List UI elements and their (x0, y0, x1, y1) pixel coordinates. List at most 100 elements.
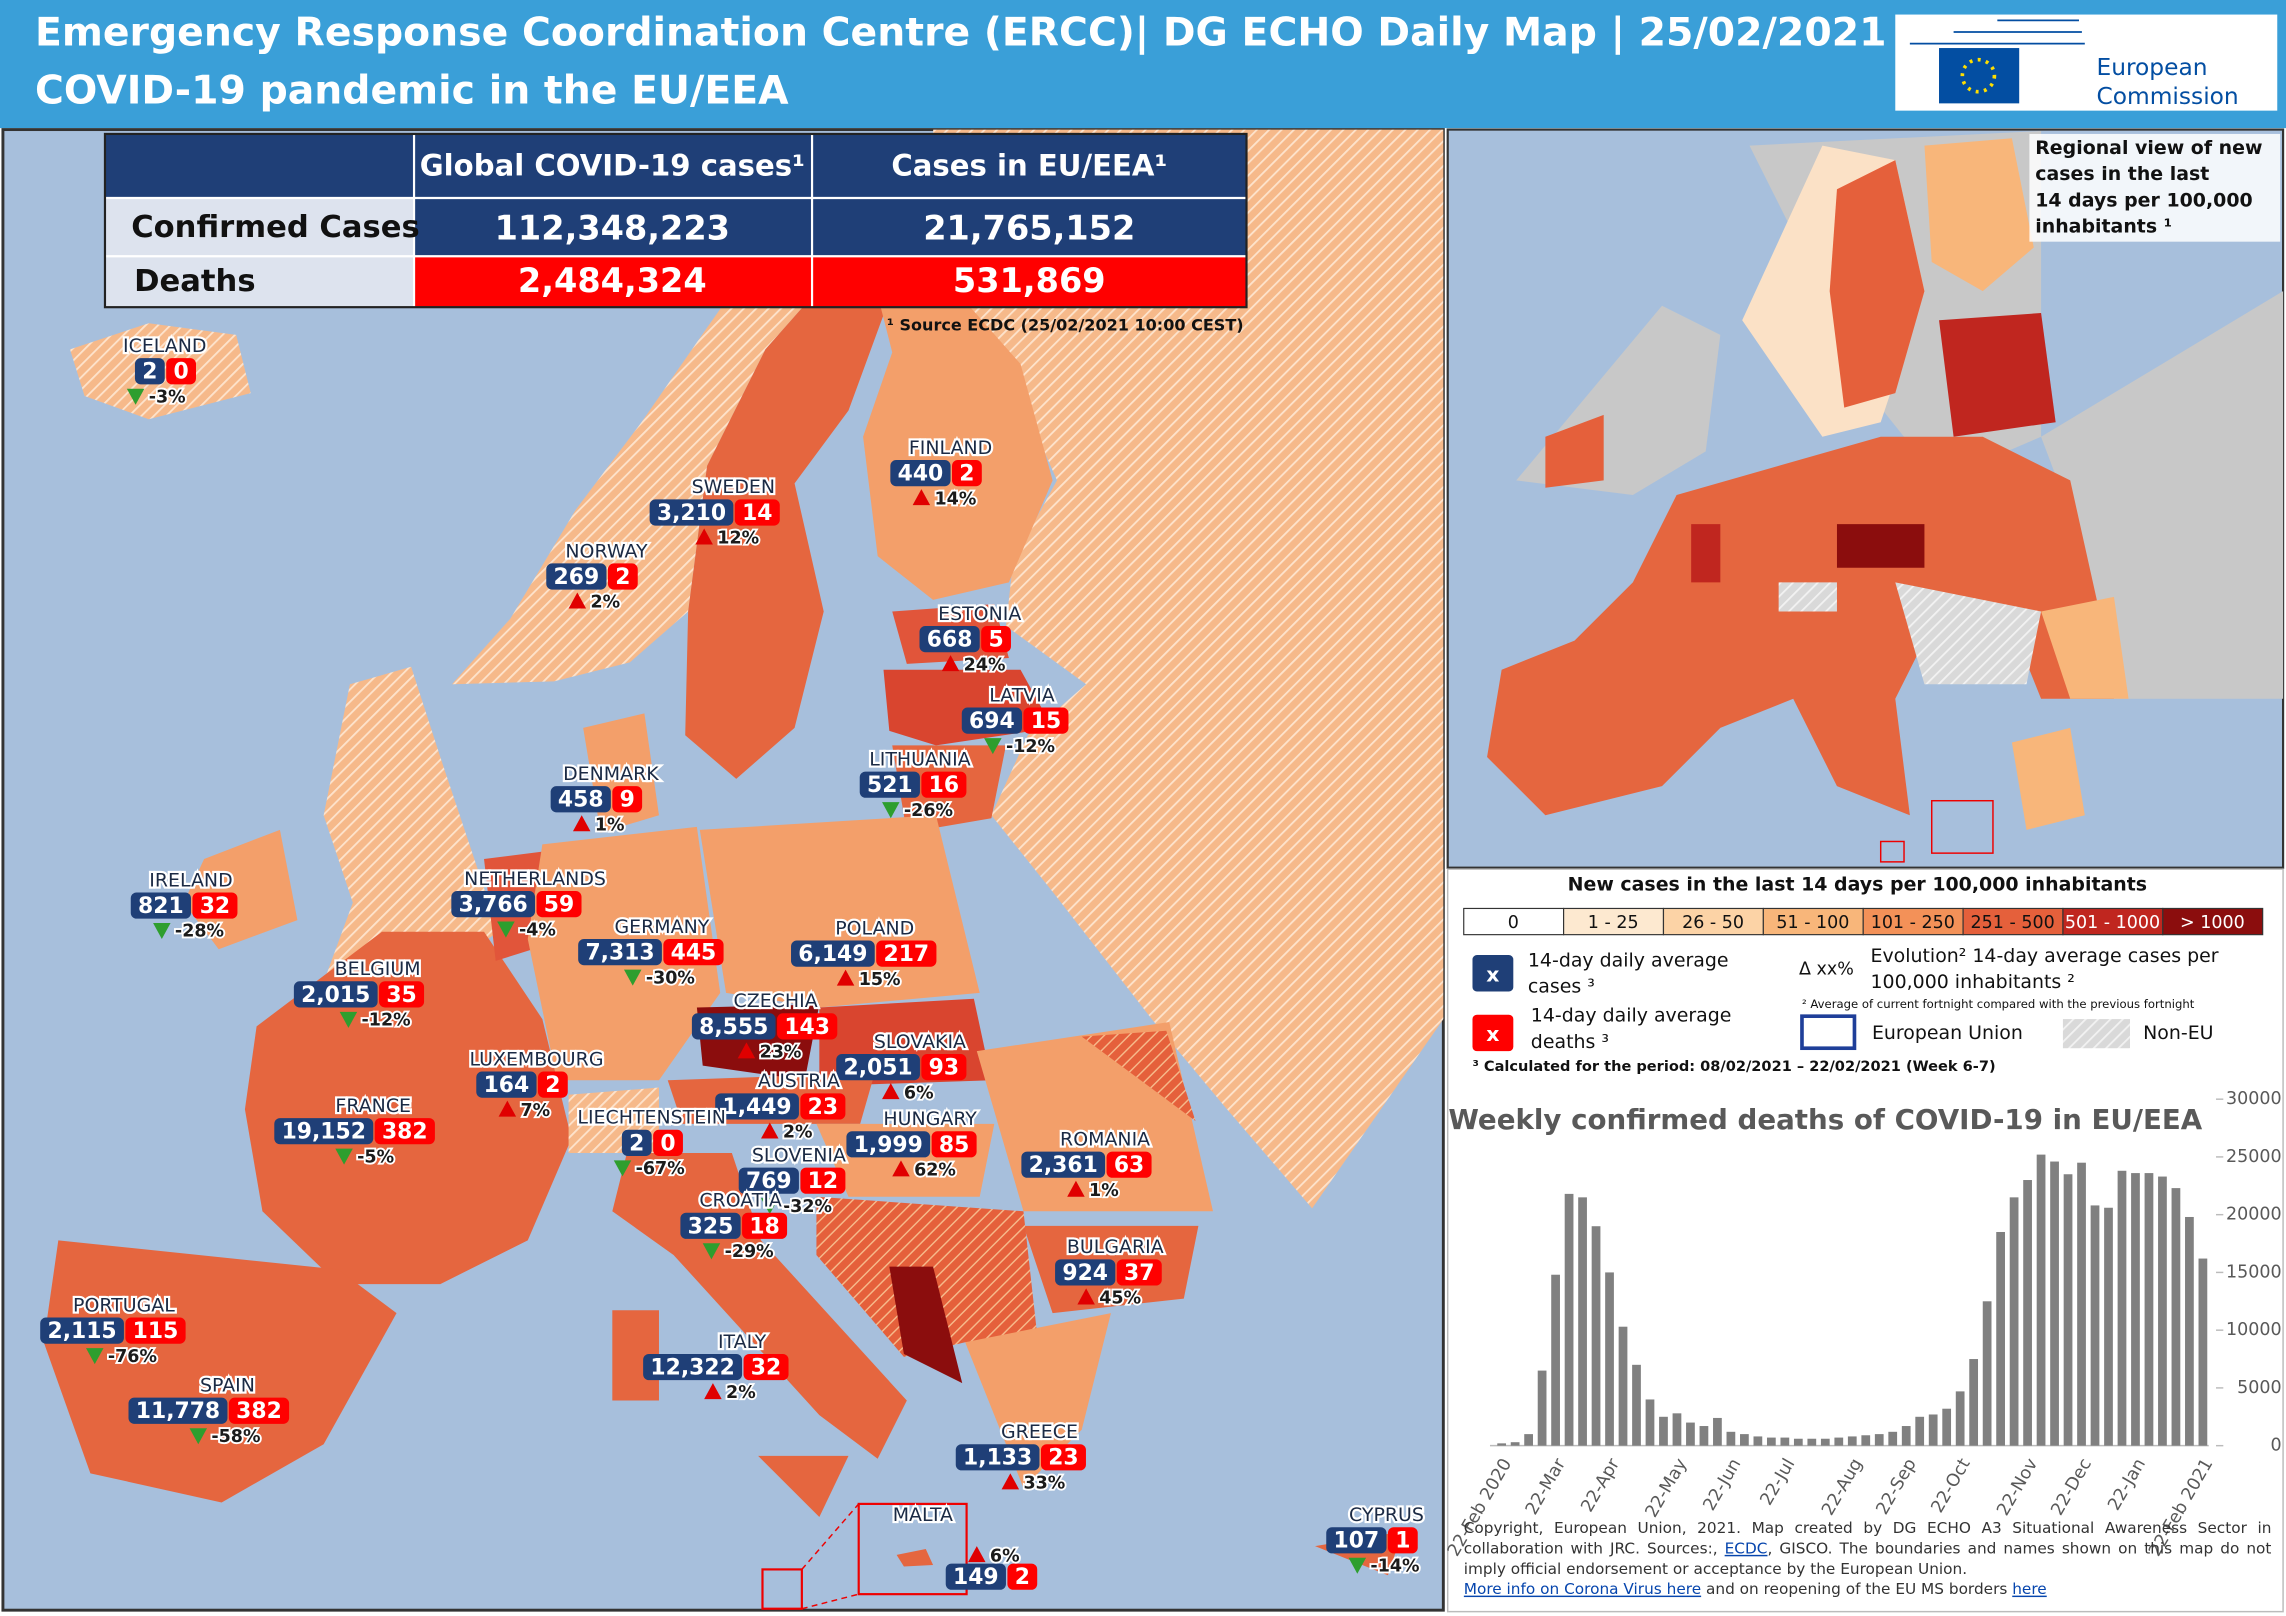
ecdc-link[interactable]: ECDC (1724, 1540, 1768, 1558)
bar (2144, 1173, 2154, 1446)
trend-down (702, 1243, 721, 1260)
trend-down (1348, 1557, 1367, 1574)
trend-value: 62% (914, 1161, 956, 1181)
deaths-value: 0 (660, 1131, 675, 1156)
deaths-value: 23 (808, 1095, 838, 1120)
bar (2198, 1258, 2208, 1446)
country-name: LATVIA (989, 684, 1055, 706)
more-info-link[interactable]: More info on Corona Virus here (1463, 1581, 1702, 1599)
deaths-box (921, 771, 967, 798)
cases-box (128, 1397, 228, 1424)
table-value: 531,869 (953, 261, 1106, 300)
deaths-value: 14 (742, 501, 772, 526)
cases-value: 2,361 (1029, 1153, 1098, 1178)
trend-value: 33% (1023, 1474, 1065, 1494)
trend-down (497, 921, 515, 938)
bar (1753, 1436, 1763, 1446)
bar (2117, 1170, 2127, 1446)
copyright: Copyright, European Union, 2021. Map cre… (1463, 1519, 2272, 1558)
cases-value: 6,149 (798, 942, 867, 967)
y-tick-label: 25000 (2226, 1147, 2282, 1167)
footer: Copyright, European Union, 2021. Map cre… (1463, 1519, 2272, 1599)
deaths-value: 35 (386, 983, 416, 1008)
trend-value: -26% (904, 801, 953, 821)
cases-value: 107 (1334, 1529, 1380, 1554)
logo-text: European (2096, 54, 2207, 81)
cases-box (130, 892, 191, 919)
legend-text: 100,000 inhabitants ² (1870, 971, 2074, 993)
country-name: SWEDEN (692, 476, 775, 498)
cases-value: 440 (898, 462, 944, 487)
country-name: AUSTRIA (758, 1070, 840, 1092)
deaths-box (1116, 1259, 1162, 1286)
deaths-box (663, 939, 724, 966)
cases-box (643, 1353, 743, 1381)
deaths-value: 1 (1395, 1529, 1410, 1554)
bar (1928, 1414, 1938, 1446)
bar (1820, 1438, 1830, 1446)
country-name: NETHERLANDS (464, 868, 606, 890)
trend-value: -30% (646, 968, 695, 988)
country-name: CZECHIA (734, 990, 818, 1012)
trend-value: 2% (590, 593, 620, 613)
cases-value: 458 (558, 788, 604, 813)
eu-stars (1960, 57, 1997, 94)
trend-up (1001, 1473, 1020, 1490)
country-name: BELGIUM (335, 958, 421, 980)
deaths-box (166, 358, 196, 385)
cases-value: 149 (953, 1565, 999, 1590)
trend-up (568, 592, 587, 609)
trend-value: 2% (726, 1383, 756, 1403)
cases-box (919, 626, 980, 653)
trend-value: -12% (362, 1011, 411, 1031)
bar (1618, 1326, 1628, 1446)
trend-value: -58% (211, 1427, 260, 1447)
cases-box (649, 499, 734, 526)
cases-value: 2 (629, 1131, 644, 1156)
trend-up (704, 1383, 722, 1400)
regional-caption: 14 days per 100,000 (2035, 189, 2252, 211)
country-name: SLOVAKIA (874, 1031, 966, 1053)
legend-bin-label: 501 - 1000 (2065, 913, 2160, 933)
legend-text: 14-day daily average (1528, 949, 1729, 971)
deaths-box (612, 786, 643, 813)
right-panel (1446, 868, 2284, 1613)
deaths-value: 16 (929, 773, 959, 798)
trend-up (1067, 1180, 1085, 1197)
cases-box (890, 460, 951, 487)
cases-value: 821 (138, 894, 184, 919)
borders-link[interactable]: here (2012, 1581, 2047, 1599)
bar (1591, 1226, 1601, 1446)
logo-lines (1909, 19, 2085, 45)
bar (2050, 1161, 2059, 1446)
y-tick-label: 5000 (2237, 1378, 2282, 1398)
legend-text: 14-day daily average (1531, 1005, 1732, 1027)
trend-value: 6% (904, 1083, 934, 1103)
cases-value: 769 (746, 1169, 792, 1194)
country-name: HUNGARY (883, 1108, 977, 1130)
cases-box (738, 1167, 799, 1194)
copyright: , GISCO. The boundaries and names shown … (1463, 1540, 2272, 1579)
cases-value: 11,778 (136, 1399, 220, 1424)
bar (1699, 1426, 1709, 1446)
cases-value: 1,133 (963, 1446, 1032, 1471)
legend-bin-label: 26 - 50 (1682, 913, 1744, 933)
x-tick-label: 22-Aug (1818, 1455, 1866, 1519)
country-name: DENMARK (563, 763, 659, 785)
country-name: SLOVENIA (752, 1144, 846, 1166)
cases-box (961, 707, 1022, 734)
trend-down (882, 802, 900, 819)
legend-icon: x (1486, 962, 1499, 986)
cases-box (40, 1317, 124, 1344)
cases-value: 8,555 (699, 1015, 768, 1040)
cases-value: 7,313 (585, 941, 654, 966)
deaths-box (742, 1212, 788, 1239)
legend-bin-label: > 1000 (2180, 913, 2245, 933)
trend-value: -5% (357, 1147, 394, 1167)
trend-value: 45% (1099, 1289, 1141, 1309)
deaths-value: 217 (883, 942, 929, 967)
legend-text: European Union (1872, 1022, 2023, 1044)
x-tick-label: 22-Oct (1928, 1455, 1975, 1516)
x-tick-label: 22-Jun (1700, 1455, 1746, 1514)
